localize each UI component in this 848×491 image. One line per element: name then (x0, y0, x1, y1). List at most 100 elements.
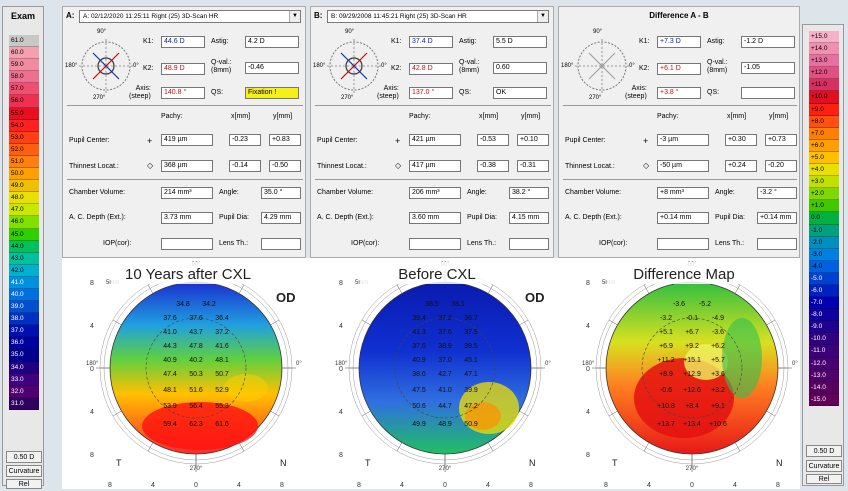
thinnest-pachy-value: 417 µm (409, 160, 461, 172)
scale-cell: +1.0 (809, 200, 839, 213)
map-value: +11.2 (657, 357, 674, 364)
scale-cell: +10.0 (809, 91, 839, 104)
map-value: +10.6 (709, 421, 727, 428)
map-value: 47.1 (464, 371, 478, 378)
pupil-y-value: +0.83 (269, 134, 301, 146)
scale-cell: 59.0 (9, 59, 39, 72)
scale-cell: 34.0 (9, 361, 39, 374)
compass-label: 270° (589, 95, 602, 101)
map-value: 47.4 (163, 371, 177, 378)
scale-cell: +7.0 (809, 127, 839, 140)
field-label: Angle: (467, 189, 487, 196)
iop-input[interactable] (657, 238, 709, 250)
axis-label: Axis: (steep) (129, 85, 151, 100)
diff-map-type-selector[interactable]: Curvature (806, 460, 842, 472)
iop-input[interactable] (409, 238, 461, 250)
map-value: 47.2 (464, 403, 478, 410)
scale-cell: 46.0 (9, 216, 39, 229)
pupil-dia-value: 4.29 mm (261, 212, 301, 224)
scale-cell: 49.0 (9, 180, 39, 193)
scale-cell: -15.0 (809, 393, 839, 406)
field-label: Lens Th.: (467, 240, 497, 247)
map-value: 37.9 (464, 329, 478, 336)
exam-selector[interactable]: A: 02/12/2020 11:25:11 Right (25) 3D-Sca… (79, 10, 301, 23)
compass-label: 180° (313, 63, 326, 69)
scale-cell: -12.0 (809, 357, 839, 370)
exam-selector[interactable]: B: 09/29/2008 11:45:21 Right (25) 3D-Sca… (327, 10, 549, 23)
map-value: +8.9 (659, 371, 673, 378)
lens-input[interactable] (757, 238, 797, 250)
field-label: Angle: (219, 189, 239, 196)
scale-cell: 58.0 (9, 71, 39, 84)
scale-cell: 47.0 (9, 204, 39, 217)
astig-value: 4.2 D (245, 36, 299, 48)
diff-step-selector[interactable]: 0.50 D (806, 445, 842, 457)
map-value: 50.9 (464, 421, 478, 428)
diff-rel-toggle[interactable]: Rel (806, 474, 842, 484)
y-tick-label: 8 (90, 280, 94, 287)
map-value: +6.7 (685, 329, 699, 336)
panel-letter: A: (66, 11, 75, 20)
qs-value (741, 87, 795, 99)
compass-label: 0° (381, 63, 387, 69)
temporal-label: T (612, 458, 618, 468)
topography-map[interactable]: -3.6 -5.2 -3.2 -0.1 -4.9 +5.1 +6.7 -3.6 +6.9 +9.2… (582, 262, 798, 489)
step-selector[interactable]: 0.50 D (6, 451, 42, 463)
map-value: +10.8 (657, 403, 675, 410)
map-value: +6.9 (659, 343, 673, 350)
field-label: Chamber Volume: (69, 189, 126, 196)
scale-cell: 42.0 (9, 264, 39, 277)
field-label: Thinnest Locat.: (317, 163, 367, 170)
field-label: x[mm] (727, 113, 747, 120)
topography-map[interactable]: 34.8 34.2 37.6 37.6 36.4 41.0 43.7 37.2 44.3 47.8… (86, 262, 302, 489)
chevron-down-icon[interactable]: ▼ (289, 11, 300, 22)
x-tick-label: 4 (237, 482, 241, 489)
map-value: 34.8 (176, 301, 190, 308)
iop-input[interactable] (161, 238, 213, 250)
topography-map[interactable]: 38.5 38.1 39.4 37.2 36.7 41.3 37.6 37.9 37.6 38.9… (335, 262, 551, 489)
field-label: K1: (639, 38, 650, 45)
k1-value: +7.3 D (657, 36, 701, 48)
map-value: 41.0 (163, 329, 177, 336)
eye-label: OD (525, 290, 545, 305)
field-label: Pupil Dia: (715, 214, 745, 221)
k2-value: 42.8 D (409, 63, 453, 75)
map-value: 50.3 (189, 371, 203, 378)
panelB: B: B: 09/29/2008 11:45:21 Right (25) 3D-S… (310, 6, 554, 258)
rel-abs-toggle[interactable]: Rel (6, 479, 42, 489)
qval-label: Q-val.: (8mm) (459, 59, 480, 74)
lens-input[interactable] (261, 238, 301, 250)
field-label: IOP(cor): (103, 240, 132, 247)
field-label: QS: (211, 89, 224, 96)
scale-cell: -3.0 (809, 248, 839, 261)
scale-cell: -13.0 (809, 369, 839, 382)
pupil-y-value: +0.10 (517, 134, 549, 146)
map-value: +8.4 (685, 403, 699, 410)
deg-label: 270° (686, 466, 699, 472)
chamber-volume-value: 214 mm³ (161, 187, 213, 199)
scale-cell: 50.0 (9, 168, 39, 181)
field-label: Pupil Center: (565, 137, 606, 144)
map-value: 62.3 (189, 421, 203, 428)
map-type-selector[interactable]: Curvature (6, 465, 42, 477)
k1-value: 37.4 D (409, 36, 453, 48)
field-label: Pachy: (409, 113, 431, 120)
lens-input[interactable] (509, 238, 549, 250)
angle-value: 35.0 ° (261, 187, 301, 199)
map-value: 50.7 (215, 371, 229, 378)
pupil-pachy-value: 421 µm (409, 134, 461, 146)
map-value: 48.1 (215, 357, 229, 364)
angle-value: -3.2 ° (757, 187, 797, 199)
axis-value: 137.0 ° (409, 87, 453, 99)
map-value: 36.4 (215, 315, 229, 322)
astig-value: 5.5 D (493, 36, 547, 48)
right-color-scale: +15.0 +14.0 +13.0 +12.0 +11.0 +10.0 +9.0 +8.0 +7… (802, 24, 844, 486)
qval-value: 0.60 (493, 62, 547, 74)
field-label: Lens Th.: (715, 240, 745, 247)
scale-cell: 39.0 (9, 301, 39, 314)
chevron-down-icon[interactable]: ▼ (537, 11, 548, 22)
map-value: 52.9 (215, 387, 229, 394)
nasal-label: N (280, 458, 287, 468)
divider (67, 179, 303, 180)
panelA: A: A: 02/12/2020 11:25:11 Right (25) 3D-S… (62, 6, 306, 258)
